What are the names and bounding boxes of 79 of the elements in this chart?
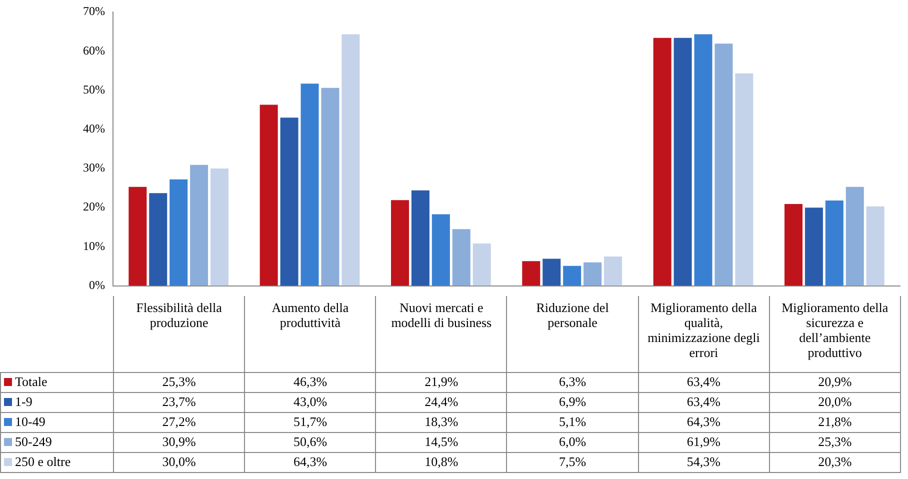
bar bbox=[563, 266, 582, 286]
x-tick-label: Miglioramento della qualità, minimizzazione degli errori bbox=[638, 296, 770, 372]
bar bbox=[280, 118, 298, 286]
data-label: 6,9% bbox=[506, 392, 638, 412]
data-label: 23,7% bbox=[114, 392, 245, 412]
data-label: 51,7% bbox=[244, 412, 376, 432]
y-tick-label: 50% bbox=[83, 82, 105, 96]
y-tick-label: 40% bbox=[83, 122, 105, 136]
data-label: 50,6% bbox=[244, 432, 376, 452]
legend-label: 50-249 bbox=[0, 432, 114, 452]
bar bbox=[784, 204, 802, 286]
data-label: 30,0% bbox=[114, 452, 245, 472]
bar bbox=[170, 179, 188, 286]
data-label: 20,3% bbox=[769, 452, 900, 472]
bar bbox=[390, 200, 409, 286]
bar bbox=[411, 190, 430, 286]
y-tick-label: 0% bbox=[89, 278, 105, 292]
data-label: 10,8% bbox=[376, 452, 507, 472]
bar bbox=[584, 262, 602, 286]
bar bbox=[452, 229, 470, 286]
bar bbox=[674, 38, 692, 286]
legend-label: 250 e oltre bbox=[0, 452, 114, 472]
data-label: 25,3% bbox=[769, 432, 900, 452]
data-label: 21,8% bbox=[769, 412, 900, 432]
data-label: 27,2% bbox=[114, 412, 245, 432]
bar bbox=[128, 186, 147, 286]
data-label: 61,9% bbox=[638, 432, 770, 452]
bar bbox=[472, 244, 491, 286]
data-label: 64,3% bbox=[638, 412, 770, 432]
bar bbox=[210, 168, 229, 286]
y-tick-label: 10% bbox=[83, 238, 105, 253]
data-label: 6,0% bbox=[506, 432, 638, 452]
data-label: 14,5% bbox=[376, 432, 507, 452]
data-label: 63,4% bbox=[638, 392, 770, 412]
bar bbox=[825, 200, 844, 286]
bar bbox=[321, 88, 340, 286]
x-tick-label: Riduzione del personale bbox=[506, 296, 638, 372]
y-tick-label: 30% bbox=[83, 160, 105, 175]
data-label: 7,5% bbox=[506, 452, 638, 472]
data-label: 43,0% bbox=[244, 392, 376, 412]
legend-label: Totale bbox=[0, 372, 114, 392]
bar bbox=[522, 261, 540, 286]
bar bbox=[300, 84, 319, 286]
bar bbox=[804, 208, 823, 286]
data-label: 25,3% bbox=[114, 372, 245, 392]
data-label: 24,4% bbox=[376, 392, 507, 412]
x-tick-label: Nuovi mercati e modelli di business bbox=[376, 296, 507, 372]
bar bbox=[342, 34, 360, 286]
data-label: 18,3% bbox=[376, 412, 507, 432]
x-tick-label: Flessibilità della produzione bbox=[114, 296, 245, 372]
data-label: 30,9% bbox=[114, 432, 245, 452]
data-label: 54,3% bbox=[638, 452, 770, 472]
bar bbox=[846, 186, 864, 286]
x-tick-label: Aumento della produttività bbox=[244, 296, 376, 372]
y-tick-label: 70% bbox=[83, 4, 105, 18]
bar bbox=[149, 193, 168, 286]
legend-label: 10-49 bbox=[0, 412, 114, 432]
x-tick-label: Miglioramento della sicurezza e dell’ambiente produttivo bbox=[769, 296, 900, 372]
data-label: 6,3% bbox=[506, 372, 638, 392]
bar bbox=[694, 34, 712, 286]
bar bbox=[735, 73, 754, 286]
bar bbox=[604, 256, 622, 286]
data-label: 20,9% bbox=[769, 372, 900, 392]
bar bbox=[542, 258, 561, 286]
bar bbox=[190, 164, 208, 286]
bar bbox=[432, 214, 450, 286]
data-label: 63,4% bbox=[638, 372, 770, 392]
data-label: 20,0% bbox=[769, 392, 900, 412]
bar bbox=[260, 104, 278, 286]
bar bbox=[714, 44, 733, 286]
legend-label: 1-9 bbox=[0, 392, 114, 412]
bar bbox=[653, 38, 672, 286]
y-tick-label: 60% bbox=[83, 43, 105, 58]
data-label: 5,1% bbox=[506, 412, 638, 432]
data-label: 46,3% bbox=[244, 372, 376, 392]
data-label: 21,9% bbox=[376, 372, 507, 392]
y-tick-label: 20% bbox=[83, 200, 105, 214]
data-label: 64,3% bbox=[244, 452, 376, 472]
bar bbox=[866, 206, 884, 286]
